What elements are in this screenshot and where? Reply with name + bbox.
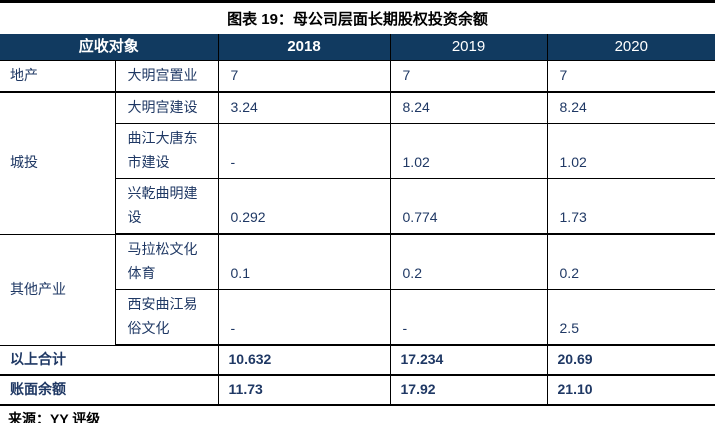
value-cell-2018: -	[217, 289, 391, 346]
value-cell-2020: 21.10	[546, 375, 715, 406]
value-cell-2019: 0.2	[389, 234, 548, 290]
value-cell-2020: 1.73	[546, 178, 715, 235]
value-cell-2018: -	[217, 123, 391, 179]
column-header-2019: 2019	[389, 34, 548, 61]
value-cell-2019: 17.92	[389, 375, 548, 406]
category-cell: 其他产业	[0, 234, 115, 346]
value-cell-2018: 10.632	[217, 345, 391, 376]
summary-row-total: 以上合计 10.632 17.234 20.69	[0, 345, 715, 376]
table-header-row: 应收对象 2018 2019 2020	[0, 34, 715, 61]
summary-label: 账面余额	[0, 375, 219, 406]
value-cell-2020: 7	[546, 60, 715, 93]
subsidiary-cell: 西安曲江易俗文化	[114, 289, 219, 346]
subsidiary-cell: 马拉松文化体育	[114, 234, 219, 290]
value-cell-2020: 1.02	[546, 123, 715, 179]
column-header-2020: 2020	[546, 34, 715, 61]
subsidiary-cell: 大明宫建设	[114, 92, 219, 124]
subsidiary-cell: 大明宫置业	[114, 60, 219, 93]
top-divider	[0, 0, 715, 3]
column-header-2018: 2018	[217, 34, 391, 61]
column-header-receivable-object: 应收对象	[0, 34, 219, 61]
value-cell-2018: 0.1	[217, 234, 391, 290]
value-cell-2018: 7	[217, 60, 391, 93]
table-row: 西安曲江易俗文化 - - 2.5	[0, 289, 715, 346]
value-cell-2020: 0.2	[546, 234, 715, 290]
summary-label: 以上合计	[0, 345, 219, 376]
value-cell-2020: 2.5	[546, 289, 715, 346]
value-cell-2020: 8.24	[546, 92, 715, 124]
value-cell-2020: 20.69	[546, 345, 715, 376]
table-row: 其他产业 马拉松文化体育 0.1 0.2 0.2	[0, 234, 715, 346]
page-title: 图表 19：母公司层面长期股权投资余额	[227, 11, 488, 28]
value-cell-2018: 0.292	[217, 178, 391, 235]
source-note: 来源：YY 评级	[8, 411, 101, 423]
equity-investment-table: 应收对象 2018 2019 2020 地产 大明宫置业 7 7 7 城投 大明…	[0, 34, 715, 406]
table-row: 城投 大明宫建设 3.24 8.24 8.24	[0, 92, 715, 235]
subsidiary-cell: 曲江大唐东市建设	[114, 123, 219, 179]
category-cell: 地产	[0, 60, 115, 93]
category-cell: 城投	[0, 92, 115, 235]
value-cell-2018: 11.73	[217, 375, 391, 406]
table-row: 曲江大唐东市建设 - 1.02 1.02	[0, 123, 715, 179]
table-row: 兴乾曲明建设 0.292 0.774 1.73	[0, 178, 715, 235]
value-cell-2019: 17.234	[389, 345, 548, 376]
table-row: 地产 大明宫置业 7 7 7	[0, 60, 715, 93]
value-cell-2018: 3.24	[217, 92, 391, 124]
value-cell-2019: 7	[389, 60, 548, 93]
value-cell-2019: -	[389, 289, 548, 346]
value-cell-2019: 1.02	[389, 123, 548, 179]
subsidiary-cell: 兴乾曲明建设	[114, 178, 219, 235]
value-cell-2019: 8.24	[389, 92, 548, 124]
value-cell-2019: 0.774	[389, 178, 548, 235]
summary-row-book-balance: 账面余额 11.73 17.92 21.10	[0, 375, 715, 406]
